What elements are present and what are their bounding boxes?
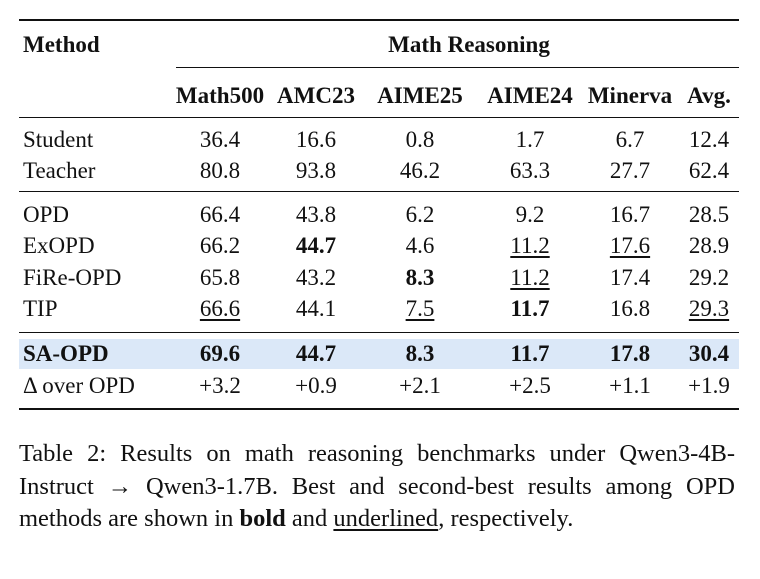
group-header: Math Reasoning (388, 32, 550, 57)
value-cell: 36.4 (199, 127, 241, 152)
column-header-minerva: Minerva (587, 83, 673, 108)
value-cell: 17.8 (609, 341, 651, 366)
group-underline (176, 67, 739, 68)
method-cell: SA-OPD (23, 341, 109, 366)
value-cell: 27.7 (609, 158, 651, 183)
value-cell: 28.9 (688, 233, 730, 258)
value-cell: 9.2 (515, 202, 545, 227)
method-cell: OPD (23, 202, 70, 227)
value-cell: 16.7 (609, 202, 651, 227)
value-cell: 6.2 (405, 202, 435, 227)
caption-label: Table 2: (19, 440, 107, 467)
value-cell: 63.3 (509, 158, 551, 183)
value-cell: 69.6 (199, 341, 241, 366)
caption-text-after: , respectively. (438, 505, 574, 532)
value-cell: 46.2 (399, 158, 441, 183)
column-header-aime25: AIME25 (377, 83, 463, 108)
caption-bold-word: bold (239, 505, 286, 532)
value-cell: 30.4 (688, 341, 730, 366)
value-cell: 44.7 (295, 233, 337, 258)
column-header-amc23: AMC23 (277, 83, 355, 108)
value-cell: 66.4 (199, 202, 241, 227)
table-caption: Table 2: Results on math reasoning bench… (19, 438, 735, 536)
value-cell: 7.5 (405, 296, 435, 321)
header-rule (19, 117, 739, 118)
value-cell: +2.5 (509, 373, 551, 398)
caption-text: Results on math reasoning benchmarks und… (19, 440, 735, 532)
value-cell: 11.2 (510, 233, 550, 258)
value-cell: 66.2 (199, 233, 241, 258)
value-cell: 44.1 (295, 296, 337, 321)
value-cell: 11.7 (510, 341, 550, 366)
value-cell: 17.6 (609, 233, 651, 258)
value-cell: 43.8 (295, 202, 337, 227)
top-rule (19, 19, 739, 21)
value-cell: 12.4 (688, 127, 730, 152)
value-cell: 80.8 (199, 158, 241, 183)
caption-underlined-word: underlined (333, 505, 439, 532)
method-cell: Δ over OPD (23, 373, 135, 398)
bottom-rule (19, 408, 739, 410)
value-cell: 44.7 (295, 341, 337, 366)
value-cell: 29.2 (688, 265, 730, 290)
value-cell: 0.8 (405, 127, 435, 152)
baseline-rule (19, 332, 739, 333)
value-cell: 8.3 (405, 341, 435, 366)
value-cell: 66.6 (199, 296, 241, 321)
value-cell: 4.6 (405, 233, 435, 258)
value-cell: 16.6 (295, 127, 337, 152)
value-cell: 16.8 (609, 296, 651, 321)
value-cell: 93.8 (295, 158, 337, 183)
value-cell: +2.1 (399, 373, 441, 398)
value-cell: +1.9 (688, 373, 730, 398)
caption-text-between: and (285, 505, 334, 532)
column-header-aime24: AIME24 (487, 83, 573, 108)
method-cell: Student (23, 127, 94, 152)
column-header-avg: Avg. (687, 83, 731, 108)
value-cell: 65.8 (199, 265, 241, 290)
value-cell: +3.2 (199, 373, 241, 398)
value-cell: 1.7 (515, 127, 545, 152)
value-cell: 8.3 (405, 265, 435, 290)
method-header: Method (23, 32, 100, 57)
value-cell: 43.2 (295, 265, 337, 290)
method-cell: Teacher (23, 158, 96, 183)
reference-rule (19, 191, 739, 192)
value-cell: +1.1 (609, 373, 651, 398)
method-cell: ExOPD (23, 233, 95, 258)
value-cell: 11.2 (510, 265, 550, 290)
method-cell: FiRe-OPD (23, 265, 122, 290)
column-header-math500: Math500 (175, 83, 265, 108)
value-cell: 6.7 (615, 127, 645, 152)
value-cell: +0.9 (295, 373, 337, 398)
value-cell: 17.4 (609, 265, 651, 290)
value-cell: 62.4 (688, 158, 730, 183)
ours-row-highlight (19, 339, 739, 369)
value-cell: 11.7 (510, 296, 550, 321)
value-cell: 29.3 (688, 296, 730, 321)
value-cell: 28.5 (688, 202, 730, 227)
method-cell: TIP (23, 296, 58, 321)
